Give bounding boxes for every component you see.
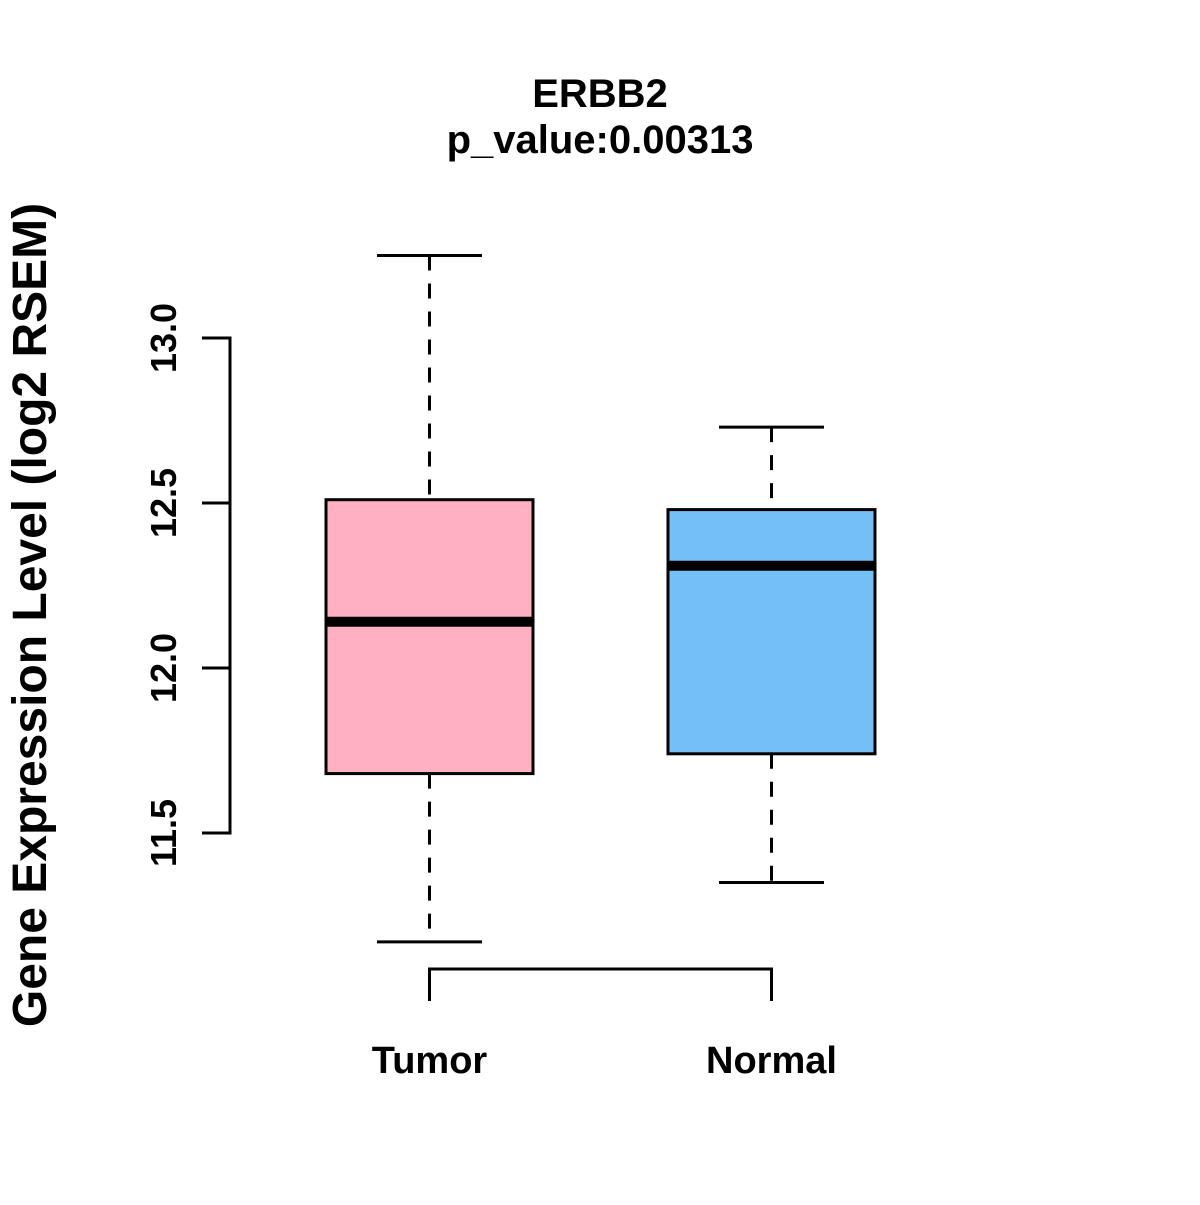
y-axis-tick-label: 11.5: [143, 799, 184, 867]
category-label-normal: Normal: [706, 1040, 837, 1082]
chart-title: ERBB2: [532, 72, 668, 116]
x-axis-area: Tumor Normal: [372, 967, 837, 1082]
boxes: [324, 254, 877, 944]
y-axis-tick-label: 13.0: [143, 303, 184, 373]
comparison-bracket: [428, 967, 773, 1001]
category-label-tumor: Tumor: [372, 1040, 488, 1082]
y-axis-tick-label: 12.0: [143, 633, 184, 703]
chart-subtitle: p_value:0.00313: [447, 118, 754, 162]
y-axis-tick-label: 12.5: [143, 468, 184, 538]
box-normal: [666, 508, 877, 756]
y-axis: 11.5 12.0 12.5 13.0: [143, 303, 232, 867]
box-tumor: [324, 498, 535, 776]
y-axis-label: Gene Expression Level (log2 RSEM): [4, 203, 57, 1027]
